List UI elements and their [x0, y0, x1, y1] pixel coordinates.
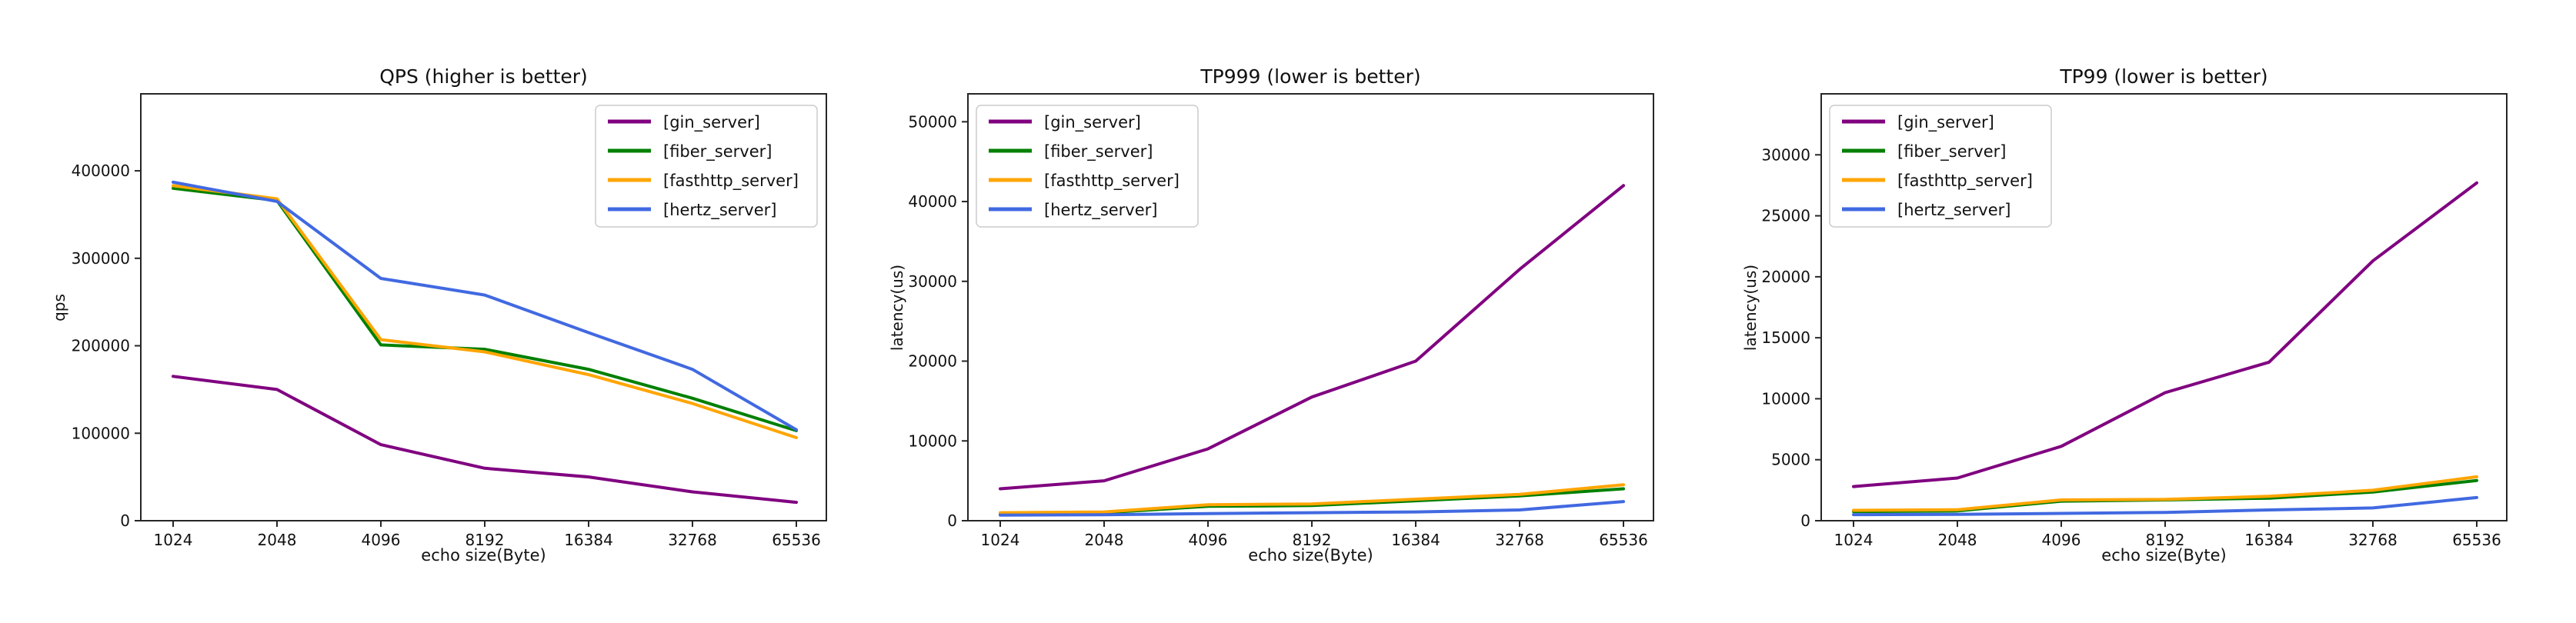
legend-label: [gin_server]	[1044, 113, 1141, 132]
x-tick-label: 65536	[772, 531, 821, 549]
plot-frame	[1820, 93, 2508, 521]
y-tick-label: 25000	[1761, 207, 1810, 225]
y-tick-label: 300000	[72, 249, 130, 268]
x-tick-label: 8192	[465, 531, 505, 549]
y-tick-label: 10000	[1761, 389, 1810, 408]
series-line-gin_server	[1852, 181, 2478, 488]
legend-label: [fasthttp_server]	[663, 172, 799, 191]
legend-label: [hertz_server]	[1897, 201, 2010, 220]
plot-frame	[140, 93, 827, 521]
y-tick-label: 5000	[1771, 451, 1810, 469]
x-tick-label: 4096	[362, 531, 401, 549]
legend-label: [fiber_server]	[663, 142, 772, 162]
x-tick-label: 8192	[1293, 531, 1332, 549]
chart-title-tp999: TP999 (lower is better)	[1200, 65, 1421, 88]
x-tick-label: 65536	[2452, 531, 2501, 549]
series-line-fasthttp_server	[172, 184, 798, 439]
series-line-hertz_server	[1852, 495, 2478, 517]
series-line-gin_server	[999, 184, 1625, 491]
legend-label: [fiber_server]	[1897, 142, 2006, 162]
chart-title-qps: QPS (higher is better)	[379, 65, 588, 88]
y-tick-label: 30000	[908, 272, 957, 291]
legend-label: [gin_server]	[663, 113, 760, 132]
y-tick-label: 20000	[908, 352, 957, 371]
series-line-fasthttp_server	[1852, 475, 2478, 512]
series-line-hertz_server	[999, 500, 1625, 517]
y-tick-label: 0	[1800, 511, 1810, 530]
y-axis-label-qps: qps	[50, 294, 68, 321]
x-tick-label: 4096	[2042, 531, 2081, 549]
legend-label: [hertz_server]	[1044, 201, 1157, 220]
series-line-hertz_server	[172, 180, 798, 431]
x-tick-label: 8192	[2146, 531, 2185, 549]
x-tick-label: 1024	[981, 531, 1020, 549]
legend-box	[976, 105, 1199, 228]
x-tick-label: 1024	[1834, 531, 1874, 549]
y-axis-label-tp99: latency(us)	[1741, 264, 1760, 351]
plot-frame	[967, 93, 1654, 521]
legend-label: [fiber_server]	[1044, 142, 1153, 162]
x-axis-label-qps: echo size(Byte)	[421, 546, 546, 565]
x-tick-label: 32768	[1495, 531, 1544, 549]
y-tick-label: 50000	[908, 112, 957, 131]
x-tick-label: 16384	[2244, 531, 2294, 549]
y-tick-label: 0	[120, 511, 130, 530]
y-tick-label: 20000	[1761, 268, 1810, 286]
x-tick-label: 2048	[258, 531, 297, 549]
series-line-gin_server	[172, 375, 798, 505]
chart-title-tp99: TP99 (lower is better)	[2060, 65, 2268, 88]
legend-box	[1829, 105, 2052, 228]
y-tick-label: 0	[947, 511, 957, 530]
x-axis-label-tp999: echo size(Byte)	[1248, 546, 1373, 565]
x-axis-label-tp99: echo size(Byte)	[2101, 546, 2227, 565]
y-axis-label-tp999: latency(us)	[888, 264, 906, 351]
y-tick-label: 30000	[1761, 145, 1810, 164]
x-tick-label: 1024	[154, 531, 193, 549]
chart-1: 0 10000 20000 30000 40000 50000 1024 2048 4096 81…	[908, 93, 1654, 549]
x-tick-label: 16384	[564, 531, 613, 549]
chart-0: 0 100000 200000 300000 400000 1024 2048 4096 819…	[72, 93, 827, 549]
x-tick-label: 2048	[1085, 531, 1124, 549]
x-tick-label: 32768	[2348, 531, 2397, 549]
y-tick-label: 200000	[72, 337, 130, 355]
y-tick-label: 400000	[72, 162, 130, 180]
legend-label: [fasthttp_server]	[1897, 172, 2033, 191]
x-tick-label: 65536	[1599, 531, 1648, 549]
legend-label: [hertz_server]	[663, 201, 776, 220]
legend-label: [fasthttp_server]	[1044, 172, 1180, 191]
chart-2: 0 5000 10000 15000 20000 25000 30000 1024 2048 40…	[1761, 93, 2508, 549]
y-tick-label: 100000	[72, 424, 130, 442]
y-tick-label: 40000	[908, 192, 957, 211]
x-tick-label: 32768	[668, 531, 717, 549]
y-tick-label: 10000	[908, 431, 957, 450]
x-tick-label: 2048	[1938, 531, 1977, 549]
legend-box	[595, 105, 818, 228]
y-tick-label: 15000	[1761, 328, 1810, 347]
series-line-fasthttp_server	[999, 483, 1625, 515]
x-tick-label: 16384	[1391, 531, 1440, 549]
legend-label: [gin_server]	[1897, 113, 1994, 132]
x-tick-label: 4096	[1189, 531, 1228, 549]
